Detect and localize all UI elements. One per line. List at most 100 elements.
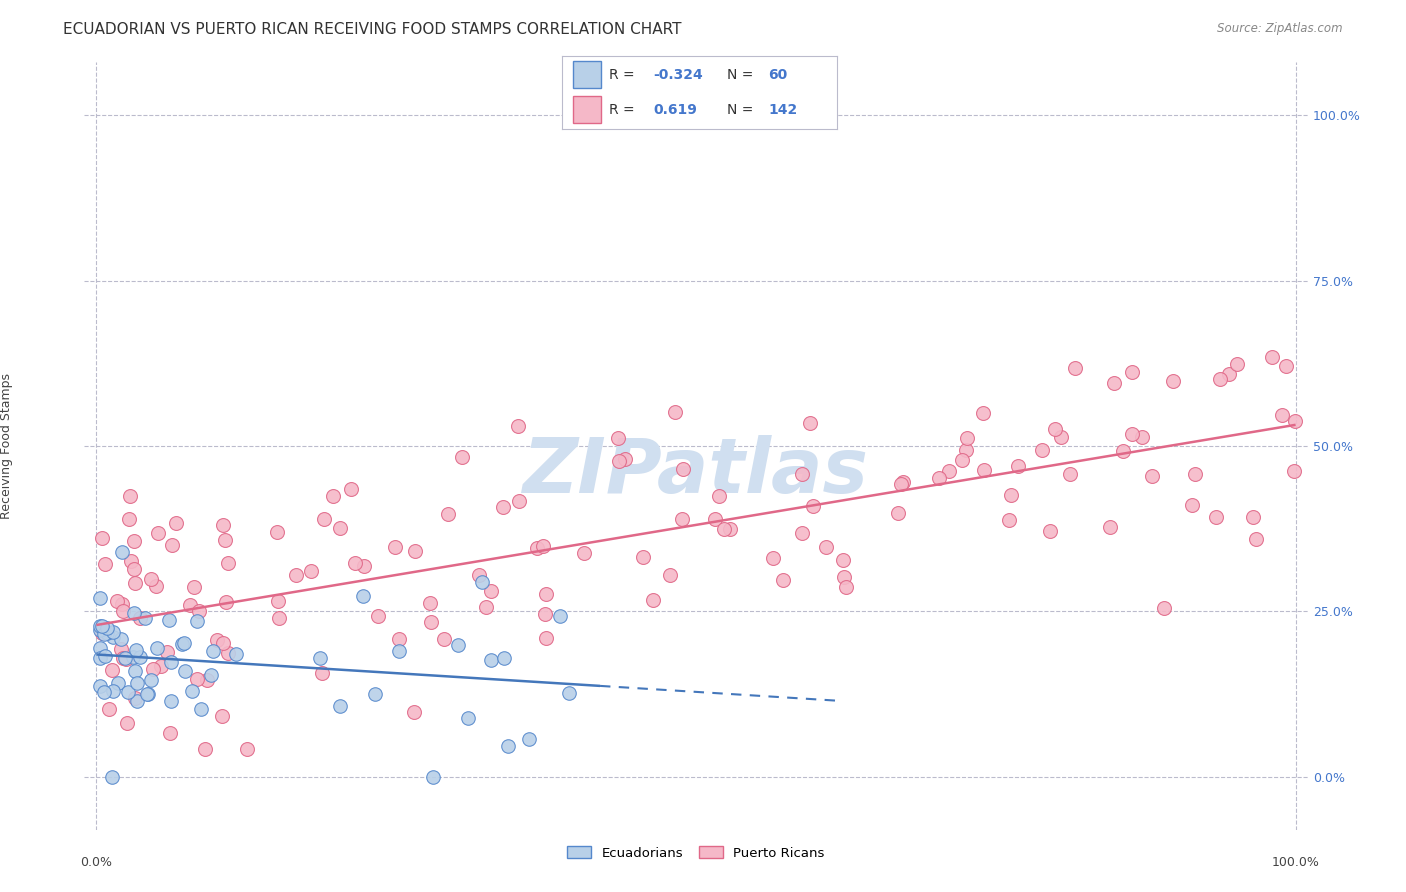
Point	[142, 661, 165, 675]
Point	[170, 637, 193, 651]
Point	[146, 525, 169, 540]
Point	[713, 522, 735, 536]
Point	[506, 418, 529, 433]
Point	[124, 575, 146, 590]
Point	[973, 463, 995, 477]
Point	[1130, 430, 1153, 444]
Point	[1121, 427, 1143, 442]
Point	[103, 684, 125, 698]
Point	[1184, 467, 1206, 481]
Point	[136, 687, 159, 701]
Point	[703, 512, 725, 526]
Point	[801, 499, 824, 513]
Point	[160, 538, 183, 552]
Point	[89, 641, 111, 656]
Point	[122, 607, 145, 621]
Point	[149, 658, 172, 673]
Text: -0.324: -0.324	[652, 68, 703, 82]
Point	[1261, 350, 1284, 364]
Point	[139, 673, 162, 687]
Point	[471, 574, 494, 589]
Point	[214, 595, 236, 609]
Point	[534, 631, 557, 645]
Point	[835, 580, 858, 594]
Point	[139, 572, 162, 586]
Point	[799, 416, 821, 430]
Point	[101, 630, 124, 644]
Point	[1226, 357, 1249, 371]
Point	[790, 525, 813, 540]
Point	[125, 643, 148, 657]
Point	[384, 540, 406, 554]
Point	[311, 666, 333, 681]
Point	[122, 562, 145, 576]
Point	[419, 615, 441, 629]
Point	[266, 524, 288, 539]
Point	[508, 493, 530, 508]
Point	[125, 676, 148, 690]
Text: R =: R =	[609, 68, 638, 82]
Point	[891, 475, 914, 489]
Point	[607, 453, 630, 467]
Point	[343, 556, 366, 570]
Point	[536, 587, 558, 601]
Point	[1218, 367, 1240, 381]
Point	[117, 685, 139, 699]
Text: 100.0%: 100.0%	[1271, 856, 1319, 869]
Point	[641, 593, 664, 607]
Point	[93, 557, 115, 571]
Point	[419, 596, 441, 610]
Point	[159, 726, 181, 740]
Point	[664, 404, 686, 418]
Point	[402, 705, 425, 719]
Point	[173, 664, 195, 678]
Point	[89, 619, 111, 633]
Point	[194, 741, 217, 756]
Point	[197, 673, 219, 688]
Point	[955, 442, 977, 457]
Point	[531, 539, 554, 553]
Point	[1274, 359, 1296, 373]
Point	[134, 611, 156, 625]
Point	[127, 694, 149, 708]
Point	[91, 619, 114, 633]
Point	[1112, 444, 1135, 458]
Point	[950, 452, 973, 467]
Point	[212, 636, 235, 650]
Point	[574, 546, 596, 560]
Text: ZIPatlas: ZIPatlas	[523, 435, 869, 509]
Point	[225, 648, 247, 662]
Point	[110, 641, 132, 656]
Point	[93, 627, 115, 641]
Point	[1043, 422, 1066, 436]
Point	[762, 550, 785, 565]
FancyBboxPatch shape	[574, 61, 600, 88]
Point	[672, 462, 695, 476]
Point	[1161, 374, 1184, 388]
Point	[1284, 464, 1306, 478]
Text: 0.619: 0.619	[652, 103, 697, 117]
Point	[97, 702, 120, 716]
Point	[114, 651, 136, 665]
Point	[1098, 520, 1121, 534]
Point	[129, 650, 152, 665]
Point	[212, 517, 235, 532]
Point	[1104, 376, 1126, 391]
Point	[101, 625, 124, 640]
Point	[1049, 430, 1071, 444]
Point	[190, 702, 212, 716]
Point	[329, 699, 352, 714]
Text: Receiving Food Stamps: Receiving Food Stamps	[0, 373, 13, 519]
Point	[404, 544, 426, 558]
Point	[146, 641, 169, 656]
Point	[558, 686, 581, 700]
Point	[329, 521, 352, 535]
Point	[457, 711, 479, 725]
Point	[111, 545, 134, 559]
Point	[101, 770, 124, 784]
Point	[468, 568, 491, 582]
Point	[312, 512, 335, 526]
Point	[1031, 442, 1053, 457]
Point	[1153, 600, 1175, 615]
Point	[101, 664, 124, 678]
